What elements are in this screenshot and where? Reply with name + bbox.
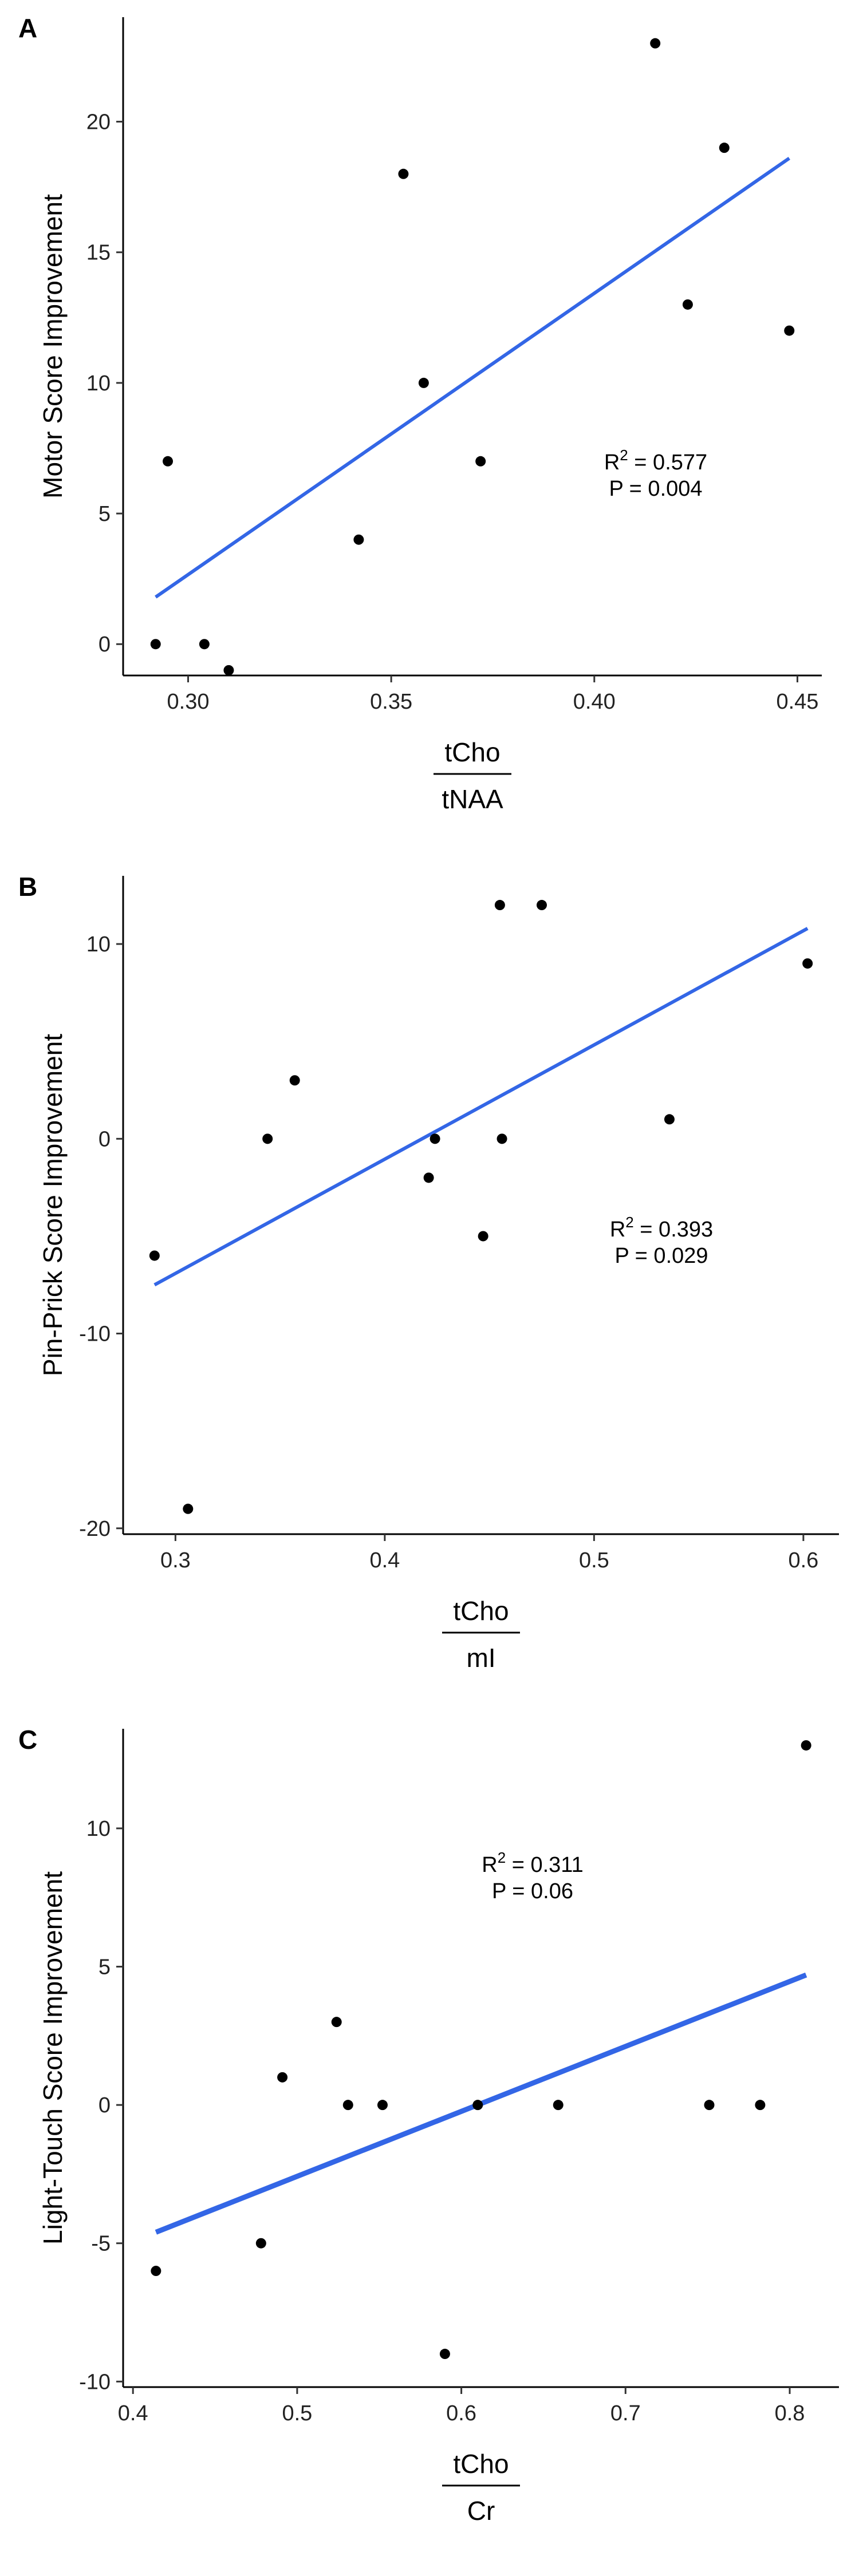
x-axis-title-denominator: Cr <box>467 2496 495 2526</box>
r-squared-symbol: R <box>610 1218 625 1242</box>
r-squared-symbol: R <box>482 1853 497 1877</box>
y-tick-label: 10 <box>86 1817 111 1841</box>
data-point <box>289 1075 300 1086</box>
x-axis-title-numerator: tCho <box>444 737 500 767</box>
regression-line <box>153 927 809 1287</box>
data-point <box>163 456 174 467</box>
panel-c: C -10 -5 0 5 10 0.4 0.5 0.6 0.7 0.8 Light-Touch Sco… <box>18 1725 839 2526</box>
data-point <box>784 325 795 336</box>
data-point <box>223 665 234 675</box>
y-tick-label: 20 <box>86 110 111 135</box>
data-point <box>497 1133 507 1144</box>
x-axis-title-numerator: tCho <box>453 2449 509 2479</box>
x-axis-title-denominator: tNAA <box>442 784 503 814</box>
x-tick-label: 0.5 <box>579 1548 609 1573</box>
superscript-two: 2 <box>625 1214 633 1231</box>
r-squared-label: R2 = 0.577 <box>604 447 707 475</box>
y-tick-label: 0 <box>98 1127 111 1151</box>
data-point <box>650 38 661 49</box>
y-tick-label: -10 <box>79 2370 111 2394</box>
data-point <box>423 1172 434 1183</box>
panel-b: B -20 -10 0 10 0.3 0.4 0.5 0.6 Pin-Prick Score Im… <box>18 872 839 1673</box>
x-tick-label: 0.30 <box>167 690 210 714</box>
superscript-two: 2 <box>620 447 628 464</box>
data-point <box>553 2100 564 2111</box>
r-squared-value: = 0.577 <box>628 451 707 475</box>
data-point <box>183 1503 194 1514</box>
x-axis-title-numerator: tCho <box>453 1596 509 1626</box>
x-tick-label: 0.4 <box>118 2401 148 2425</box>
data-point <box>262 1133 273 1144</box>
y-tick-label: -5 <box>91 2232 111 2256</box>
data-point <box>801 1740 811 1751</box>
x-tick-label: 0.6 <box>446 2401 476 2425</box>
data-point <box>199 639 210 650</box>
data-point <box>536 900 547 911</box>
data-point <box>150 639 161 650</box>
data-point <box>802 958 813 969</box>
panel-letter: C <box>18 1725 37 1755</box>
x-axis-title-denominator: mI <box>466 1643 495 1673</box>
data-point <box>342 2100 353 2111</box>
data-point <box>494 900 505 911</box>
data-point <box>418 377 429 388</box>
x-tick-label: 0.4 <box>369 1548 400 1573</box>
r-squared-label: R2 = 0.393 <box>610 1214 713 1242</box>
y-tick-label: 15 <box>86 241 111 265</box>
y-tick-label: 5 <box>98 1955 111 1980</box>
panel-letter: B <box>18 872 37 902</box>
data-point <box>151 2266 161 2277</box>
data-point <box>472 2100 483 2111</box>
panel-letter: A <box>18 13 37 43</box>
x-tick-label: 0.35 <box>370 690 412 714</box>
p-value-label: P = 0.004 <box>609 477 702 501</box>
superscript-two: 2 <box>498 1849 506 1866</box>
data-point <box>398 168 409 179</box>
y-tick-label: 10 <box>86 933 111 957</box>
x-tick-label: 0.45 <box>776 690 818 714</box>
data-point <box>277 2072 288 2083</box>
x-tick-label: 0.7 <box>610 2401 641 2425</box>
p-value-label: P = 0.06 <box>492 1879 573 1903</box>
x-tick-label: 0.5 <box>282 2401 312 2425</box>
y-axis-title: Light-Touch Score Improvement <box>38 1871 68 2245</box>
y-tick-label: 0 <box>98 2093 111 2117</box>
data-point <box>353 534 364 545</box>
x-tick-label: 0.6 <box>788 1548 818 1573</box>
regression-line <box>155 156 790 599</box>
x-tick-label: 0.8 <box>775 2401 805 2425</box>
x-tick-label: 0.40 <box>573 690 616 714</box>
data-point <box>719 143 730 153</box>
y-tick-label: 5 <box>98 502 111 526</box>
data-point <box>478 1231 488 1242</box>
y-axis-title: Motor Score Improvement <box>38 194 68 499</box>
x-tick-label: 0.3 <box>160 1548 191 1573</box>
data-point <box>682 299 693 310</box>
data-point <box>149 1250 160 1261</box>
p-value-label: P = 0.029 <box>614 1244 708 1268</box>
r-squared-symbol: R <box>604 451 620 475</box>
data-point <box>439 2349 450 2360</box>
data-point <box>664 1114 675 1125</box>
y-tick-label: -20 <box>79 1517 111 1541</box>
y-tick-label: -10 <box>79 1322 111 1346</box>
data-point <box>377 2100 388 2111</box>
y-axis-title: Pin-Prick Score Improvement <box>38 1034 68 1376</box>
data-point <box>755 2100 766 2111</box>
data-point <box>430 1133 440 1144</box>
panel-a: A 0 5 10 15 20 0.30 0.35 0.40 0.45 Motor Score Imp… <box>18 13 822 814</box>
data-point <box>331 2017 342 2028</box>
y-tick-label: 10 <box>86 372 111 396</box>
data-point <box>704 2100 715 2111</box>
y-tick-label: 0 <box>98 633 111 657</box>
r-squared-label: R2 = 0.311 <box>482 1849 584 1877</box>
data-point <box>255 2238 266 2249</box>
r-squared-value: = 0.393 <box>634 1218 713 1242</box>
r-squared-value: = 0.311 <box>506 1853 584 1877</box>
data-point <box>475 456 486 467</box>
